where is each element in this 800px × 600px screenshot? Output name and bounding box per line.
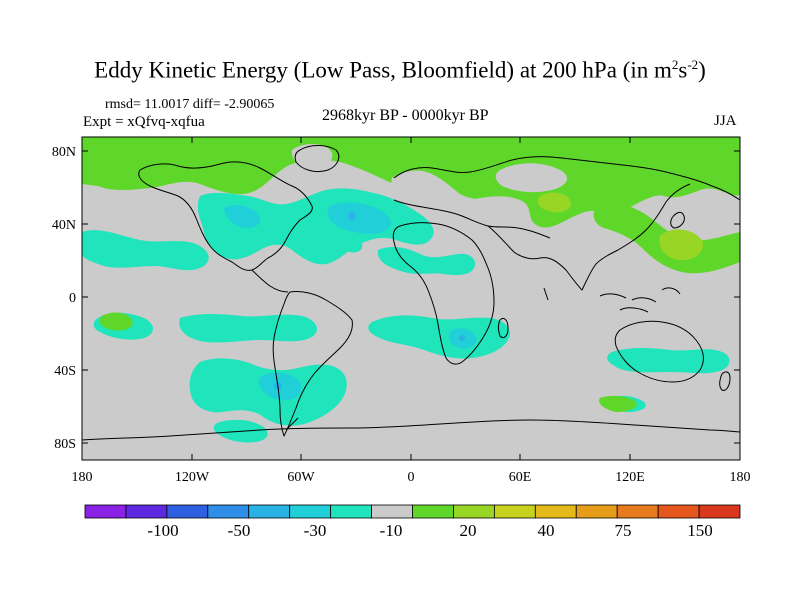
coast-africa — [392, 222, 495, 365]
colorbar-swatch-7 — [330, 504, 372, 519]
coast-indonesia — [599, 287, 681, 313]
japan-strong-positive — [659, 229, 704, 261]
colorbar-labels: -100 -50 -30 -10 20 40 75 150 — [147, 521, 712, 540]
siberia-neutral — [495, 163, 567, 193]
north-atlantic-spot — [348, 212, 356, 220]
greenland-neutral — [291, 144, 333, 169]
pacific-green-spot — [99, 312, 133, 331]
coast-north-america — [138, 161, 313, 271]
south-pacific-teal-1 — [179, 314, 317, 343]
africa-spot — [459, 335, 465, 341]
us-atlantic-teal — [197, 188, 434, 265]
coast-east-asia — [617, 183, 691, 251]
lat-label-40s: 40S — [54, 364, 76, 379]
colorbar-label-6: 40 — [538, 521, 555, 540]
atlantic-tropical-teal — [377, 247, 476, 276]
colorbar-swatch-14 — [616, 504, 659, 519]
colorbar-swatch-16 — [698, 504, 741, 519]
colorbar-label-2: -50 — [228, 521, 251, 540]
coast-japan — [670, 211, 685, 229]
lon-label-180e: 180 — [730, 470, 751, 485]
map-ticks — [81, 137, 741, 460]
colorbar-swatch-15 — [657, 504, 700, 519]
coast-small-island — [543, 287, 549, 301]
colorbar-swatch-11 — [493, 504, 536, 519]
title-sup-2: -2 — [687, 57, 699, 72]
colorbar-label-3: -30 — [304, 521, 327, 540]
indian-green-spot — [599, 395, 637, 412]
coast-antarctica — [82, 419, 740, 441]
latitude-labels: 80N 40N 0 40S 80S — [52, 145, 76, 452]
lat-label-40n: 40N — [52, 218, 76, 233]
colorbar-label-7: 75 — [615, 521, 632, 540]
colorbar-swatch-1 — [84, 504, 127, 519]
colorbar — [84, 504, 741, 519]
lat-label-0: 0 — [69, 291, 76, 306]
colorbar-swatch-2 — [125, 504, 168, 519]
north-pacific-teal — [82, 230, 209, 271]
colorbar-swatch-4 — [207, 504, 250, 519]
coast-central-america — [251, 269, 289, 293]
title-end: ) — [698, 57, 706, 83]
coast-europe-south — [393, 199, 551, 239]
colorbar-swatch-5 — [248, 504, 291, 519]
lon-label-120w: 120W — [175, 470, 210, 485]
indian-ocean-teal — [607, 348, 730, 374]
coast-madagascar — [498, 317, 509, 339]
europe-strong-positive — [537, 192, 571, 213]
southern-positive-spots — [99, 312, 637, 412]
coast-australia — [614, 320, 704, 383]
experiment-label: Expt = xQfvq-xqfua — [83, 114, 205, 130]
lon-label-60e: 60E — [509, 470, 532, 485]
coastlines — [82, 145, 740, 441]
colorbar-label-4: -10 — [380, 521, 403, 540]
title-main: Eddy Kinetic Energy (Low Pass, Bloomfiel… — [94, 57, 672, 83]
colorbar-swatch-9 — [412, 504, 454, 519]
small-green-patch — [601, 212, 621, 230]
colorbar-swatch-10 — [453, 504, 495, 519]
colorbar-label-1: -100 — [147, 521, 178, 540]
lon-label-60w: 60W — [287, 470, 315, 485]
title-mid: s — [678, 57, 688, 83]
colorbar-swatch-3 — [166, 504, 209, 519]
colorbar-swatch-8 — [371, 504, 413, 519]
stats-text: rmsd= 11.0017 diff= -2.90065 — [105, 97, 275, 112]
colorbar-swatch-12 — [534, 504, 577, 519]
coast-south-america — [272, 291, 353, 437]
lon-label-180w: 180 — [72, 470, 93, 485]
longitude-labels: 180 120W 60W 0 60E 120E 180 — [72, 470, 751, 485]
coast-arabia-india — [487, 225, 619, 291]
lat-label-80n: 80N — [52, 145, 76, 160]
coast-antarctic-peninsula — [285, 417, 299, 431]
title-sup-1: 2 — [671, 57, 679, 72]
coast-eurasia — [393, 156, 740, 201]
lat-label-80s: 80S — [54, 437, 76, 452]
colorbar-label-8: 150 — [687, 521, 713, 540]
coast-greenland — [294, 145, 340, 173]
us-core — [224, 205, 261, 228]
colorbar-label-5: 20 — [460, 521, 477, 540]
plot-title: Eddy Kinetic Energy (Low Pass, Bloomfiel… — [0, 57, 800, 84]
season-label: JJA — [714, 113, 737, 129]
stronger-positive-regions — [537, 192, 704, 261]
period-label: 2968kyr BP - 0000kyr BP — [322, 107, 489, 124]
south-atlantic-teal — [368, 315, 510, 359]
coast-new-zealand — [719, 371, 731, 391]
colorbar-swatch-13 — [575, 504, 618, 519]
north-atlantic-core — [327, 202, 391, 234]
colorbar-swatch-6 — [289, 504, 332, 519]
central-asia-teal-small — [343, 237, 363, 253]
lon-label-0: 0 — [408, 470, 415, 485]
lon-label-120e: 120E — [615, 470, 645, 485]
